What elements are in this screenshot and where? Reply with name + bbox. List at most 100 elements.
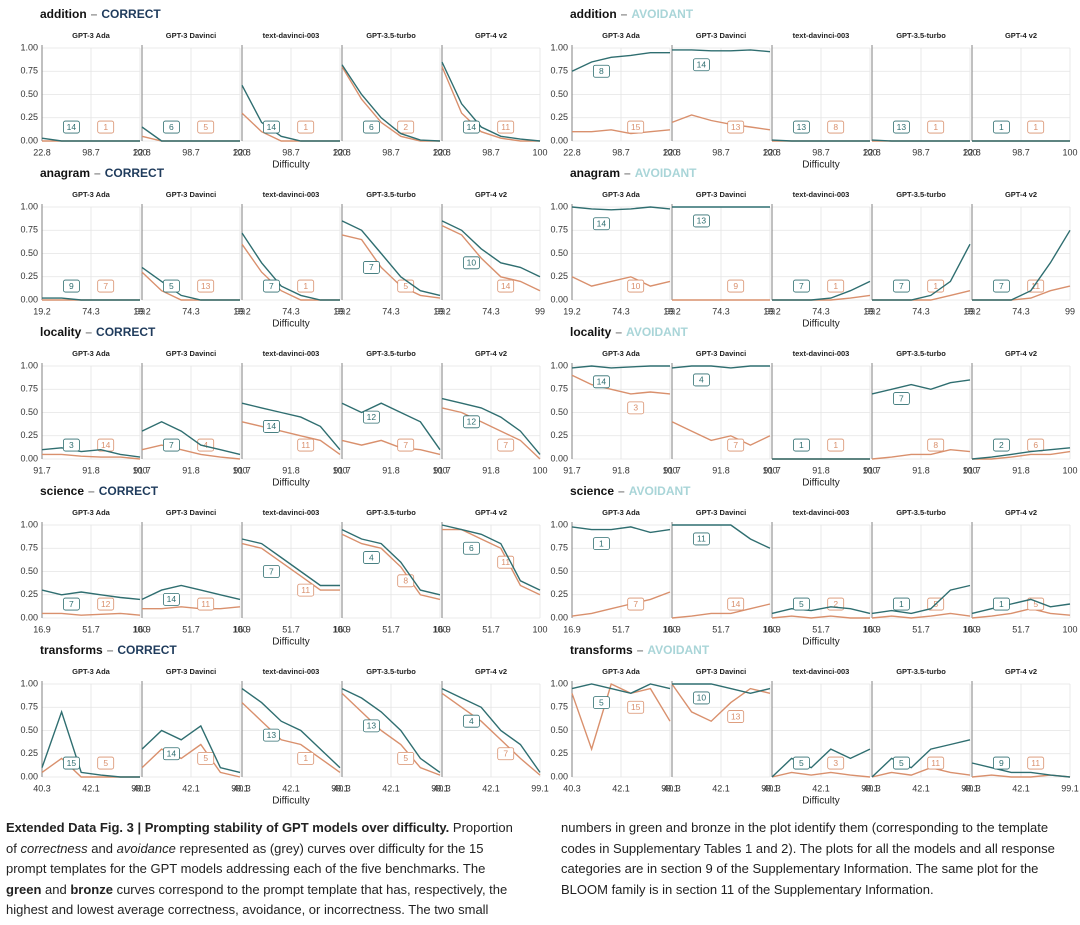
- benchmark: transforms: [40, 643, 103, 657]
- y-tick-label: 1.00: [550, 678, 568, 688]
- x-tick-label: 91.8: [82, 465, 100, 475]
- green-curve: [771, 606, 871, 615]
- green-curve: [42, 297, 140, 301]
- model-title: GPT-3.5-turbo: [366, 508, 416, 517]
- green-code: 8: [599, 66, 604, 76]
- bronze-code: 14: [101, 440, 111, 450]
- y-tick-label: 0.25: [20, 430, 38, 440]
- category: AVOIDANT: [629, 484, 691, 498]
- bronze-code: 8: [833, 122, 838, 132]
- model-title: GPT-3 Davinci: [166, 667, 216, 676]
- bronze-code-box: [627, 279, 645, 293]
- x-tick-label: 16.9: [763, 624, 781, 634]
- green-curve: [441, 61, 541, 142]
- panel-title: locality – CORRECT: [40, 325, 156, 339]
- bronze-code-box: [97, 597, 115, 611]
- y-tick-label: 0.00: [550, 453, 568, 463]
- model-title: GPT-3.5-turbo: [896, 190, 946, 199]
- panel-title: transforms – AVOIDANT: [570, 643, 710, 657]
- green-code: 7: [269, 566, 274, 576]
- green-code: 2: [999, 440, 1004, 450]
- model-title: GPT-3 Ada: [602, 349, 640, 358]
- bronze-code: 11: [301, 440, 310, 450]
- green-code: 10: [697, 693, 707, 703]
- x-tick-label: 19.2: [433, 306, 451, 316]
- x-tick-label: 99: [665, 306, 675, 316]
- x-tick-label: 99: [135, 306, 145, 316]
- bronze-code: 11: [1031, 758, 1040, 768]
- x-tick-label: 98.7: [182, 147, 200, 157]
- bronze-code: 8: [403, 576, 408, 586]
- green-code-box: [793, 279, 810, 293]
- bronze-curve: [972, 450, 1071, 460]
- green-code-box: [63, 279, 80, 293]
- bronze-code-box: [97, 279, 115, 293]
- green-curve: [41, 447, 141, 458]
- green-curve: [672, 524, 771, 549]
- y-tick-label: 0.50: [20, 407, 38, 417]
- x-tick-label: 91.7: [33, 465, 51, 475]
- green-code-box: [693, 532, 710, 546]
- green-code: 7: [799, 281, 804, 291]
- green-curve: [341, 64, 441, 142]
- x-tick-label: 91.7: [563, 465, 581, 475]
- bronze-code-box: [927, 756, 945, 770]
- x-tick-label: 51.7: [382, 624, 400, 634]
- model-title: GPT-4 v2: [1005, 31, 1037, 40]
- y-tick-label: 1.00: [550, 42, 568, 52]
- green-curve: [571, 526, 671, 534]
- bronze-code-box: [197, 752, 215, 765]
- y-tick-label: 0.75: [550, 384, 568, 394]
- x-tick-label: 19.2: [563, 306, 581, 316]
- x-axis-label: Difficulty: [802, 796, 840, 807]
- x-tick-label: 91.8: [482, 465, 500, 475]
- bronze-code: 1: [303, 281, 308, 291]
- figure: addition – CORRECT0.000.250.500.751.00GPT-…: [20, 7, 1078, 807]
- green-code: 13: [797, 122, 807, 132]
- panel-title: science – CORRECT: [40, 484, 159, 498]
- green-curve: [441, 687, 541, 773]
- bronze-curve: [871, 612, 971, 619]
- category: CORRECT: [101, 7, 161, 21]
- y-tick-label: 0.25: [550, 271, 568, 281]
- model-title: GPT-3 Ada: [72, 508, 110, 517]
- x-tick-label: 99: [335, 306, 345, 316]
- x-tick-label: 19.2: [33, 306, 51, 316]
- green-curve: [571, 365, 670, 369]
- green-code-box: [993, 438, 1010, 452]
- x-tick-label: 16.9: [863, 624, 881, 634]
- bronze-curve: [441, 224, 541, 292]
- green-curve: [571, 206, 671, 211]
- bronze-code-box: [727, 120, 745, 134]
- x-tick-label: 100: [862, 147, 877, 157]
- x-tick-label: 98.7: [82, 147, 100, 157]
- bronze-curve: [571, 276, 671, 287]
- dash: –: [88, 484, 95, 498]
- green-curve: [41, 709, 140, 778]
- bronze-code-box: [297, 279, 315, 293]
- y-tick-label: 0.00: [550, 294, 568, 304]
- green-code: 14: [167, 594, 177, 604]
- x-tick-label: 100: [232, 465, 247, 475]
- x-tick-label: 51.7: [612, 624, 630, 634]
- bronze-code: 11: [501, 122, 510, 132]
- x-tick-label: 100: [662, 147, 677, 157]
- x-tick-label: 51.7: [1012, 624, 1030, 634]
- green-code: 1: [799, 440, 804, 450]
- green-curve: [241, 538, 340, 587]
- x-tick-label: 100: [232, 624, 247, 634]
- x-tick-label: 91.8: [812, 465, 830, 475]
- x-tick-label: 98.7: [712, 147, 730, 157]
- green-code: 5: [899, 758, 904, 768]
- y-tick-label: 0.75: [550, 225, 568, 235]
- bronze-code-box: [297, 438, 315, 452]
- x-tick-label: 74.3: [712, 306, 730, 316]
- y-tick-label: 0.00: [550, 612, 568, 622]
- green-curve: [241, 232, 340, 301]
- model-title: GPT-3 Davinci: [166, 31, 216, 40]
- bronze-code-box: [197, 279, 215, 293]
- bronze-code: 15: [631, 122, 641, 132]
- y-tick-label: 0.25: [550, 589, 568, 599]
- model-title: GPT-3 Ada: [602, 508, 640, 517]
- model-title: GPT-3 Davinci: [696, 667, 746, 676]
